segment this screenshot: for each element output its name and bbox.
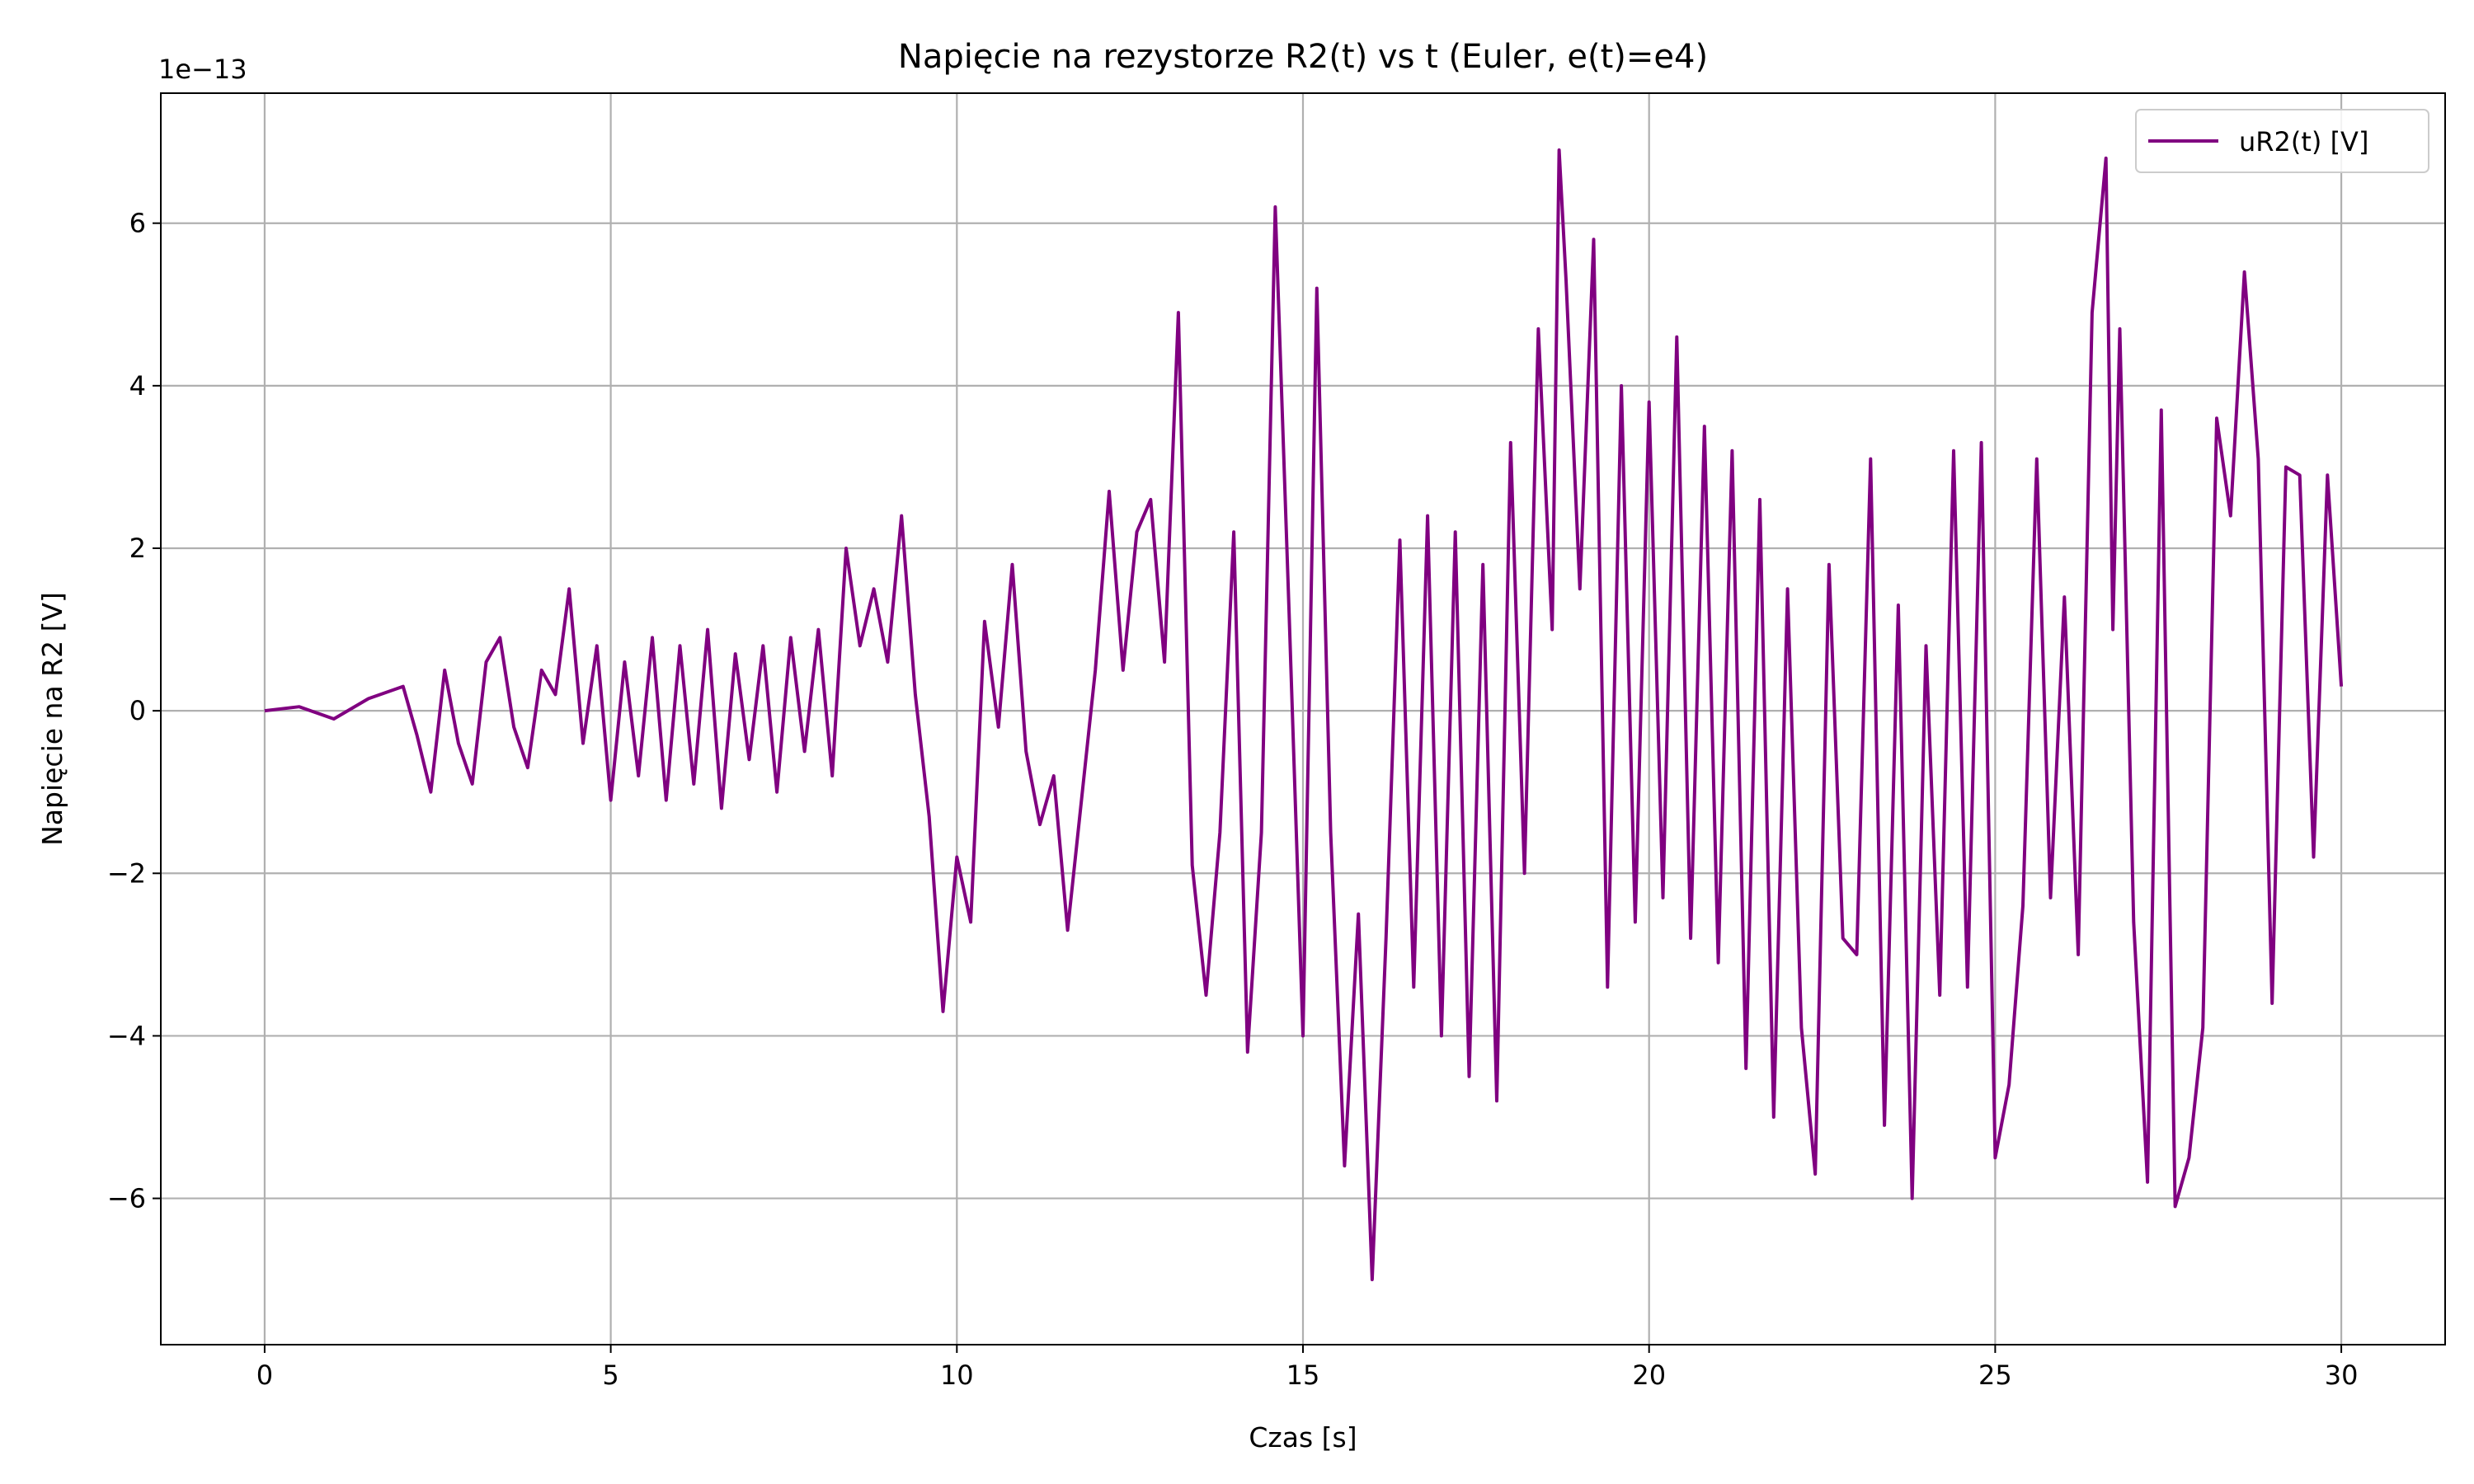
y-tick-label: −6: [107, 1183, 146, 1214]
x-tick-label: 0: [256, 1360, 273, 1391]
y-offset-text: 1e−13: [158, 54, 247, 85]
x-tick-label: 30: [2325, 1360, 2359, 1391]
y-tick-label: 2: [129, 533, 146, 564]
y-tick-label: −4: [107, 1020, 146, 1051]
x-tick-label: 10: [940, 1360, 974, 1391]
x-tick-label: 5: [602, 1360, 618, 1391]
y-tick-label: 4: [129, 370, 146, 402]
y-tick-label: 6: [129, 208, 146, 239]
legend-box: [2135, 109, 2429, 173]
x-tick-label: 25: [1978, 1360, 2012, 1391]
y-axis-label: Napięcie na R2 [V]: [36, 592, 68, 846]
tick-layer: 0 5 10 15 20 25 30 −6 −4 −2 0 2 4 6: [107, 208, 2359, 1391]
chart-title: Napięcie na rezystorze R2(t) vs t (Euler…: [898, 38, 1708, 76]
series-line-uR2: [264, 148, 2344, 1282]
x-axis-label: Czas [s]: [1249, 1421, 1357, 1453]
x-tick-label: 20: [1632, 1360, 1666, 1391]
x-tick-label: 15: [1286, 1360, 1320, 1391]
y-tick-label: −2: [107, 857, 146, 889]
y-tick-label: 0: [129, 695, 146, 726]
grid-layer: [161, 93, 2445, 1345]
legend-label: uR2(t) [V]: [2239, 126, 2368, 157]
series-layer: [264, 148, 2344, 1282]
legend: uR2(t) [V]: [2135, 109, 2429, 173]
